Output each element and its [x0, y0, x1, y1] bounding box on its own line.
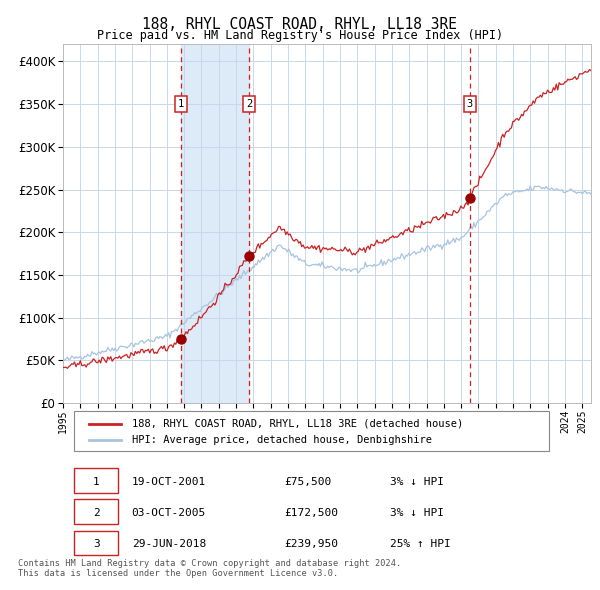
Text: £239,950: £239,950 [285, 539, 339, 549]
Text: 25% ↑ HPI: 25% ↑ HPI [391, 539, 451, 549]
Text: 1: 1 [178, 99, 184, 109]
Text: 2: 2 [93, 507, 100, 517]
FancyBboxPatch shape [74, 500, 118, 524]
FancyBboxPatch shape [74, 530, 118, 555]
Text: £75,500: £75,500 [285, 477, 332, 487]
Text: Price paid vs. HM Land Registry's House Price Index (HPI): Price paid vs. HM Land Registry's House … [97, 30, 503, 42]
Text: 19-OCT-2001: 19-OCT-2001 [131, 477, 206, 487]
Text: 3: 3 [467, 99, 473, 109]
Text: 188, RHYL COAST ROAD, RHYL, LL18 3RE: 188, RHYL COAST ROAD, RHYL, LL18 3RE [143, 17, 458, 31]
Text: £172,500: £172,500 [285, 507, 339, 517]
Text: 1: 1 [93, 477, 100, 487]
Bar [181, 44, 249, 403]
FancyBboxPatch shape [74, 411, 549, 451]
Text: This data is licensed under the Open Government Licence v3.0.: This data is licensed under the Open Gov… [18, 569, 338, 578]
Text: 29-JUN-2018: 29-JUN-2018 [131, 539, 206, 549]
Text: 3% ↓ HPI: 3% ↓ HPI [391, 477, 445, 487]
Text: 188, RHYL COAST ROAD, RHYL, LL18 3RE (detached house): 188, RHYL COAST ROAD, RHYL, LL18 3RE (de… [131, 419, 463, 428]
Text: 2: 2 [246, 99, 252, 109]
Text: 03-OCT-2005: 03-OCT-2005 [131, 507, 206, 517]
Text: 3% ↓ HPI: 3% ↓ HPI [391, 507, 445, 517]
Text: Contains HM Land Registry data © Crown copyright and database right 2024.: Contains HM Land Registry data © Crown c… [18, 559, 401, 568]
FancyBboxPatch shape [74, 468, 118, 493]
Text: 3: 3 [93, 539, 100, 549]
Text: HPI: Average price, detached house, Denbighshire: HPI: Average price, detached house, Denb… [131, 435, 431, 445]
